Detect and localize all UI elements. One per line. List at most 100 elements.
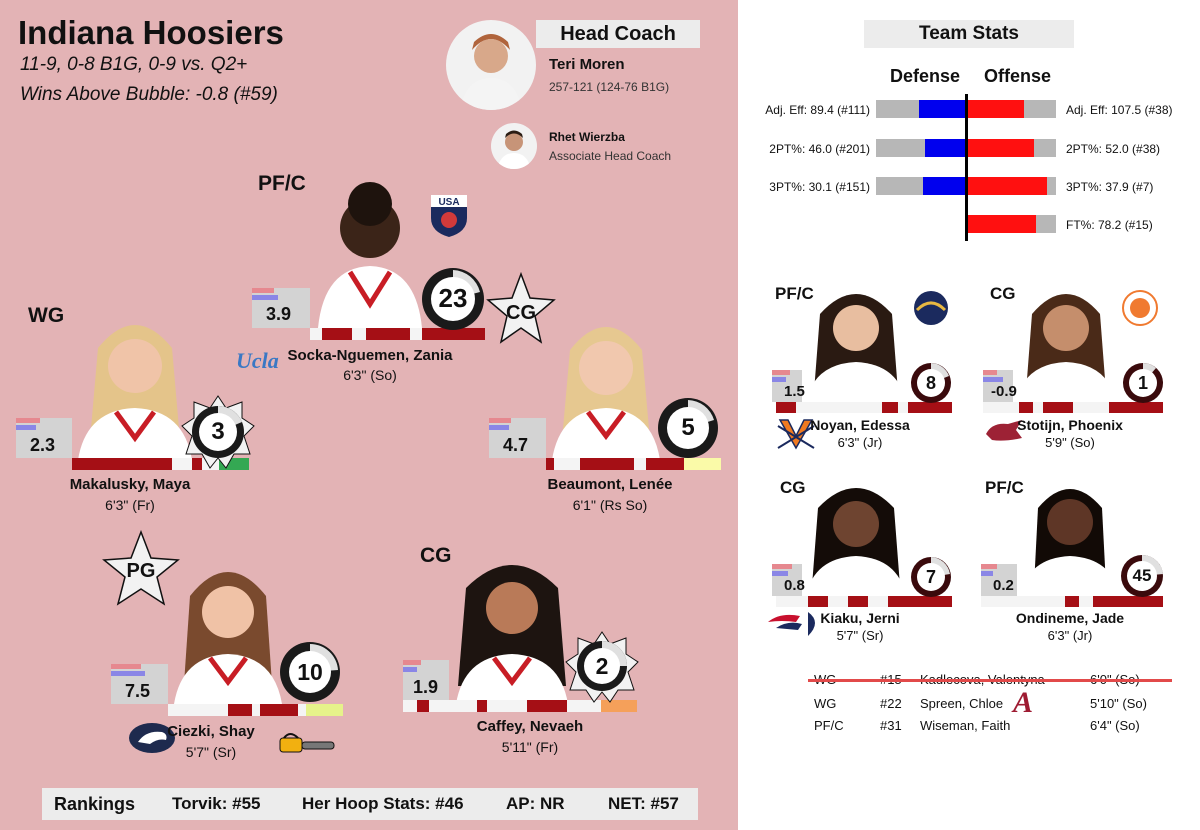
offense-stat-fill: [966, 215, 1036, 233]
stats-panel: [738, 0, 1200, 830]
svg-text:A: A: [1011, 686, 1033, 718]
player-name: Noyan, Edessa: [810, 417, 910, 433]
team-logo-icon: [766, 608, 824, 638]
defense-stat-fill: [919, 100, 966, 118]
position-label: WG: [28, 304, 65, 327]
bpm-box: 4.7: [489, 418, 546, 458]
player-height: 5'11" (Fr): [501, 739, 559, 755]
ranking-net: NET: #57: [608, 794, 679, 813]
player-height: 6'1" (Rs So): [572, 497, 648, 513]
offense-stat-bar: [966, 139, 1056, 157]
jersey-number-badge: 5: [656, 396, 720, 460]
player-photo: [70, 308, 200, 460]
bpm-box: 1.5: [772, 370, 805, 402]
assistant-coach-photo: [491, 123, 537, 169]
offense-stat-fill: [966, 100, 1024, 118]
defense-label: Defense: [890, 66, 961, 86]
player-photo: [800, 474, 912, 596]
stat-bar: [310, 328, 485, 340]
virginia-logo-icon: [776, 418, 816, 452]
player-height: 6'3" (Jr): [1047, 628, 1093, 643]
jersey-number-badge: 23: [420, 266, 486, 332]
defense-stat-label: 2PT%: 46.0 (#201): [769, 142, 870, 156]
jersey-number-badge: 2: [564, 628, 640, 704]
defense-stat-label: Adj. Eff: 89.4 (#111): [765, 103, 870, 117]
player-photo: [310, 176, 430, 328]
offense-stat-bar: [966, 177, 1056, 195]
ranking-torvik: Torvik: #55: [172, 794, 261, 813]
stats-center-axis: [965, 94, 968, 241]
player-photo: [168, 552, 288, 704]
position-label: CG: [780, 478, 806, 497]
position-label: PF/C: [258, 172, 306, 195]
offense-stat-label: FT%: 78.2 (#15): [1066, 218, 1153, 232]
assistant-coach-name: Rhet Wierzba: [549, 130, 625, 144]
stat-bar: [168, 704, 343, 716]
defense-stat-fill: [923, 177, 966, 195]
jersey-number-badge: 3: [178, 392, 258, 472]
bpm-box: 1.9: [403, 660, 449, 700]
svg-text:USA: USA: [438, 197, 459, 208]
position-label: CG: [990, 284, 1016, 303]
defense-stat-bar: [876, 177, 966, 195]
stat-bar: [981, 596, 1163, 607]
team-title: Indiana Hoosiers: [18, 14, 284, 51]
stat-bar: [546, 458, 721, 470]
star-icon: PG: [102, 530, 180, 606]
defense-stat-label: 3PT%: 30.1 (#151): [769, 180, 870, 194]
rankings-label: Rankings: [54, 794, 136, 814]
player-name: Stotijn, Phoenix: [1017, 417, 1123, 433]
bpm-box: 0.8: [772, 564, 805, 596]
ranking-ap: AP: NR: [506, 794, 565, 813]
bench-row: PF/C #31 Wiseman, Faith 6'4" (So): [814, 718, 1140, 733]
head-coach-photo: [446, 20, 536, 110]
stat-bar: [776, 402, 952, 413]
player-photo: [800, 280, 912, 402]
defense-stat-bar: [876, 139, 966, 157]
head-coach-label: Head Coach: [536, 20, 700, 48]
player-height: 5'9" (So): [1045, 435, 1095, 450]
offense-stat-label: Adj. Eff: 107.5 (#38): [1066, 103, 1173, 117]
strikethrough-line: [808, 679, 1172, 682]
position-label: PF/C: [985, 478, 1024, 497]
player-height: 6'3" (Jr): [837, 435, 883, 450]
usa-basketball-logo-icon: USA: [428, 192, 470, 238]
player-photo: [1014, 474, 1126, 596]
player-name: Socka-Nguemen, Zania: [287, 347, 453, 364]
position-label: CG: [420, 544, 452, 567]
offense-label: Offense: [984, 66, 1052, 86]
stat-bar: [403, 700, 637, 712]
player-name: Makalusky, Maya: [69, 476, 191, 493]
offense-stat-bar: [966, 100, 1056, 118]
offense-stat-bar: [966, 215, 1056, 233]
bench-row: WG #22 Spreen, Chloe 5'10" (So): [814, 696, 1147, 711]
player-name: Beaumont, Lenée: [547, 476, 673, 493]
player-photo: [1010, 280, 1122, 402]
player-height: 6'3" (Fr): [105, 497, 155, 513]
bpm-box: 3.9: [252, 288, 310, 328]
team-logo-icon: [1122, 290, 1158, 326]
head-coach-record: 257-121 (124-76 B1G): [549, 80, 670, 94]
bpm-box: 2.3: [16, 418, 72, 458]
player-height: 5'7" (Sr): [185, 744, 237, 760]
player-name: Ondineme, Jade: [1015, 610, 1125, 626]
player-name: Kiaku, Jerni: [820, 610, 900, 626]
offense-stat-label: 3PT%: 37.9 (#7): [1066, 180, 1154, 194]
player-photo: [448, 548, 576, 704]
stat-bar: [776, 596, 952, 607]
jersey-number-badge: 1: [1122, 362, 1164, 404]
jersey-number-badge: 8: [910, 362, 952, 404]
alabama-logo-icon: A: [1008, 686, 1038, 718]
assistant-coach-title: Associate Head Coach: [549, 149, 672, 163]
offense-stat-label: 2PT%: 52.0 (#38): [1066, 142, 1161, 156]
team-record: 11-9, 0-8 B1G, 0-9 vs. Q2+: [20, 54, 248, 75]
player-height: 6'3" (So): [343, 367, 397, 383]
rankings-bar: Rankings Torvik: #55 Her Hoop Stats: #46…: [42, 788, 698, 820]
chainsaw-icon: [278, 730, 336, 756]
ucla-logo: Ucla: [236, 348, 279, 373]
jersey-number-badge: 10: [278, 640, 342, 704]
defense-stat-fill: [925, 139, 966, 157]
position-label: PF/C: [775, 284, 814, 303]
player-photo: [546, 308, 666, 460]
jersey-number-badge: 45: [1120, 554, 1164, 598]
